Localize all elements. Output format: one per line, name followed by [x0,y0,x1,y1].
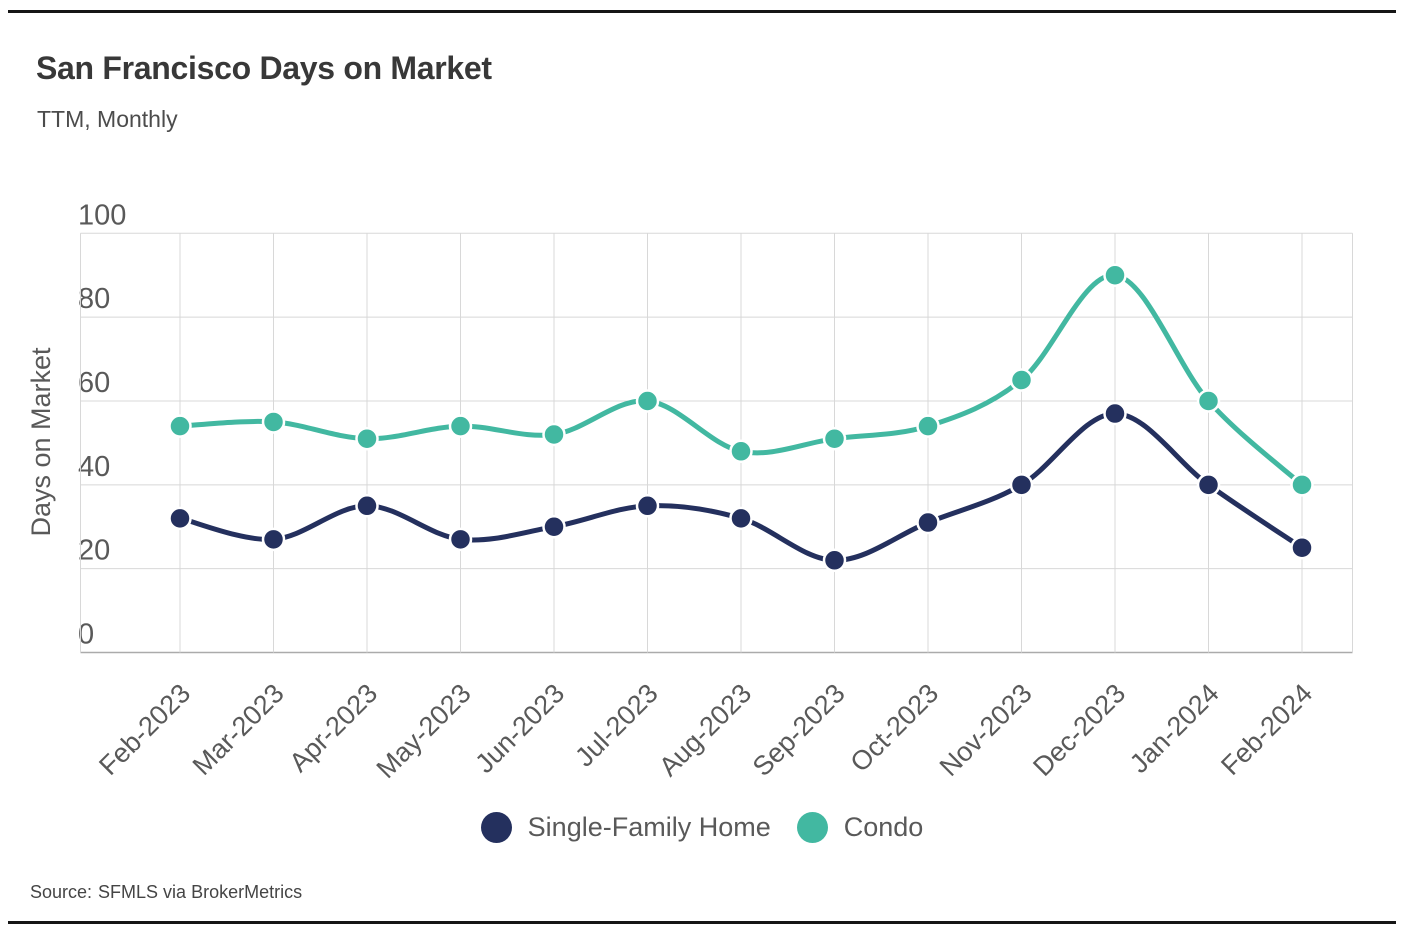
y-tick-label-60: 60 [78,367,110,399]
data-point-condo-may-2023 [448,414,473,438]
x-tick-label-jan-2024: Jan-2024 [1124,678,1225,779]
x-tick-label-mar-2023: Mar-2023 [187,678,290,781]
data-point-condo-mar-2023 [261,410,286,434]
chart-subtitle: TTM, Monthly [37,106,178,132]
line-chart-plot: 0 20 40 60 80 100 Feb-2023Mar-2023Apr-2023May-… [26,199,1353,784]
data-point-single-family-home-aug-2023 [729,506,753,531]
x-tick-label-feb-2023: Feb-2023 [93,678,196,781]
data-point-single-family-home-jan-2024 [1196,473,1221,497]
y-tick-label-40: 40 [78,451,110,483]
legend-label-condo: Condo [843,812,924,842]
x-tick-label-jun-2023: Jun-2023 [469,678,570,779]
data-point-condo-aug-2023 [729,439,753,464]
data-point-single-family-home-feb-2024 [1290,535,1314,560]
data-point-condo-jan-2024 [1196,389,1221,413]
data-point-condo-jun-2023 [542,422,566,447]
data-point-condo-feb-2023 [168,414,192,438]
chart-title: San Francisco Days on Market [36,50,492,86]
top-border-line [8,10,1396,13]
data-point-single-family-home-nov-2023 [1009,473,1034,497]
legend-swatch-single-family-home [480,812,512,843]
x-tick-label-feb-2024: Feb-2024 [1215,678,1318,781]
x-tick-label-apr-2023: Apr-2023 [283,678,383,778]
data-point-single-family-home-feb-2023 [168,506,192,531]
x-tick-label-jul-2023: Jul-2023 [569,678,663,772]
chart-legend: Single-Family Home Condo [0,812,1404,843]
data-point-condo-jul-2023 [635,389,660,413]
data-point-condo-sep-2023 [822,426,847,451]
data-point-condo-feb-2024 [1290,473,1314,497]
source-note: Source: SFMLS via BrokerMetrics [30,882,308,903]
y-tick-label-100: 100 [78,199,126,231]
legend-item-single-family-home: Single-Family Home [480,812,771,843]
x-tick-label-dec-2023: Dec-2023 [1027,678,1131,782]
source-label: Source: [30,882,93,902]
legend-swatch-condo [796,812,828,843]
x-tick-label-aug-2023: Aug-2023 [653,678,757,782]
data-point-single-family-home-dec-2023 [1103,401,1127,426]
data-point-single-family-home-oct-2023 [916,510,940,535]
x-tick-label-may-2023: May-2023 [371,678,477,784]
x-tick-label-nov-2023: Nov-2023 [934,678,1038,782]
legend-label-single-family-home: Single-Family Home [527,812,771,842]
y-tick-label-0: 0 [78,619,94,651]
data-point-condo-oct-2023 [916,414,940,438]
x-tick-label-oct-2023: Oct-2023 [844,678,944,778]
data-point-condo-nov-2023 [1009,368,1034,392]
x-tick-label-sep-2023: Sep-2023 [747,678,851,782]
legend-item-condo: Condo [796,812,924,843]
y-tick-label-20: 20 [78,535,110,567]
data-point-condo-apr-2023 [355,426,379,451]
data-point-condo-dec-2023 [1103,263,1127,287]
data-point-single-family-home-jun-2023 [542,514,566,539]
y-axis-title: Days on Market [26,347,56,537]
data-point-single-family-home-mar-2023 [261,527,286,552]
data-point-single-family-home-may-2023 [448,527,473,552]
bottom-border-line [8,921,1396,924]
source-text: SFMLS via BrokerMetrics [98,882,303,902]
data-point-single-family-home-apr-2023 [355,494,379,518]
y-tick-label-80: 80 [78,283,110,315]
data-point-single-family-home-sep-2023 [822,548,847,573]
data-point-single-family-home-jul-2023 [635,494,660,518]
